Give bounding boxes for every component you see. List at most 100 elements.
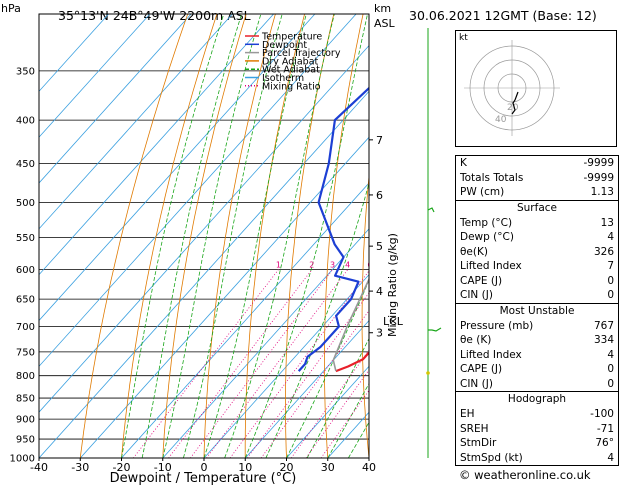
surface-row-label: Lifted Index (460, 260, 522, 272)
mixing-ratio-line (190, 269, 333, 458)
most-unstable-row: CAPE (J) 0 (456, 362, 618, 377)
most-unstable-row-value: 0 (607, 363, 614, 375)
pressure-tick-label: 800 (16, 371, 35, 382)
mixing-ratio-line (168, 269, 313, 458)
isotherm-line (245, 319, 369, 458)
wet-adiabat-line (162, 14, 262, 458)
most-unstable-row-value: 334 (593, 334, 614, 346)
most-unstable-row-value: 4 (607, 348, 614, 361)
legend-entry: Dry Adiabat (262, 56, 319, 67)
surface-row-value: 0 (607, 274, 614, 287)
pressure-tick-label: 1000 (10, 454, 35, 465)
surface-row: Lifted Index 7 (456, 259, 618, 274)
hodograph-row-label: EH (460, 408, 475, 420)
legend-entry: Mixing Ratio (262, 81, 321, 92)
totals-label: Totals Totals (460, 171, 524, 184)
dry-adiabat-line (285, 14, 335, 458)
x-tick-label: 0 (201, 461, 208, 474)
mixing-ratio-line (229, 270, 369, 458)
mixing-ratio-label: 4 (345, 261, 350, 270)
hodograph-row-value: 76° (595, 437, 614, 449)
hodograph-trace (511, 91, 519, 115)
wet-adiabat-line (183, 14, 283, 458)
x-tick-label: -40 (30, 461, 48, 474)
hodo-ring-label-20: 20 (507, 103, 519, 113)
surface-row-label: CAPE (J) (460, 274, 503, 287)
hodo-ring-label-40: 40 (495, 115, 507, 125)
mixing-ratio-label: 2 (309, 261, 314, 270)
legend-entry: Parcel Trajectory (262, 48, 341, 59)
hodograph-row: SREH -71 (456, 422, 618, 437)
most-unstable-row-label: CIN (J) (460, 377, 493, 390)
pressure-tick-label: 950 (16, 435, 35, 446)
isotherm-line (203, 274, 369, 458)
hodograph-row: EH -100 (456, 407, 618, 422)
wind-calm-marker (426, 371, 430, 375)
most-unstable-row: Pressure (mb) 767 (456, 319, 618, 334)
isotherm-line (39, 14, 316, 322)
isotherm-line (286, 365, 369, 458)
k-index-value: -9999 (583, 157, 614, 169)
wind-barb (427, 207, 435, 213)
dry-adiabat-line (244, 14, 305, 458)
lcl-label: LCL (383, 315, 404, 328)
hodograph-kt-label: kt (459, 33, 468, 43)
isotherm-line (80, 136, 369, 458)
mixing-ratio-label: 6 (367, 261, 372, 270)
location-title: 35°13'N 24B°49'W 2200m ASL (58, 8, 251, 23)
surface-row: Dewp (°C) 4 (456, 230, 618, 245)
hodograph-section: Hodograph EH -100 SREH -71 StmDir 76° StmSpd (… (456, 391, 618, 465)
surface-row-label: θe(K) (460, 245, 488, 258)
asl-label: ASL (374, 17, 396, 30)
profile-dewpoint (297, 86, 369, 372)
pressure-tick-label: 400 (16, 116, 35, 127)
most-unstable-row-label: θe (K) (460, 334, 492, 346)
isotherm-line (39, 14, 151, 138)
surface-row-value: 326 (593, 245, 614, 258)
pressure-tick-label: 700 (16, 322, 35, 333)
km-label: km (374, 2, 391, 15)
x-tick-label: -20 (113, 461, 131, 474)
pressure-tick-label: 450 (16, 159, 35, 170)
surface-row: CIN (J) 0 (456, 288, 618, 303)
surface-row-label: CIN (J) (460, 289, 493, 301)
totals-value: -9999 (583, 171, 614, 184)
hodograph-row-value: -100 (590, 408, 614, 420)
x-tick-label: 20 (280, 461, 294, 474)
pressure-tick-label: 750 (16, 347, 35, 358)
surface-section: Surface Temp (°C) 13 Dewp (°C) 4 θe(K) 326 Lif… (456, 199, 618, 303)
isotherm-line (162, 228, 369, 458)
most-unstable-section: Most Unstable Pressure (mb) 767 θe (K) 334 L… (456, 302, 618, 392)
surface-row-value: 0 (607, 289, 614, 301)
dry-adiabat-line (203, 14, 276, 458)
legend-entry: Wet Adiabat (262, 65, 320, 76)
x-axis-label: Dewpoint / Temperature (°C) (110, 471, 297, 486)
mixing-ratio-axis-label: Mixing Ratio (g/kg) (386, 233, 399, 337)
x-tick-label: -30 (71, 461, 89, 474)
km-tick-label: 4 (376, 285, 383, 298)
dry-adiabat-line (434, 14, 452, 458)
legend-entry: Isotherm (262, 73, 304, 84)
hodograph-title: Hodograph (507, 393, 567, 405)
pressure-tick-label: 500 (16, 198, 35, 209)
most-unstable-row: CIN (J) 0 (456, 377, 618, 392)
profile-parcel-trajectory (332, 277, 369, 372)
km-tick-label: 3 (376, 327, 383, 340)
isotherm-line (39, 14, 233, 230)
legend-entry: Dewpoint (262, 40, 307, 51)
pressure-tick-label: 650 (16, 295, 35, 306)
most-unstable-row-value: 767 (593, 319, 614, 332)
surface-row-value: 13 (600, 216, 614, 229)
pressure-tick-label: 900 (16, 415, 35, 426)
profile-temperature (335, 346, 369, 373)
surface-row: θe(K) 326 (456, 245, 618, 260)
dry-adiabat-line (361, 172, 369, 458)
mixing-ratio-label: 3 (330, 261, 335, 270)
pressure-tick-label: 850 (16, 394, 35, 405)
wet-adiabat-line (306, 337, 369, 458)
dry-adiabat-line (121, 14, 218, 458)
mixing-ratio-line (206, 269, 349, 458)
x-tick-label: -10 (154, 461, 172, 474)
most-unstable-row-label: CAPE (J) (460, 363, 503, 375)
